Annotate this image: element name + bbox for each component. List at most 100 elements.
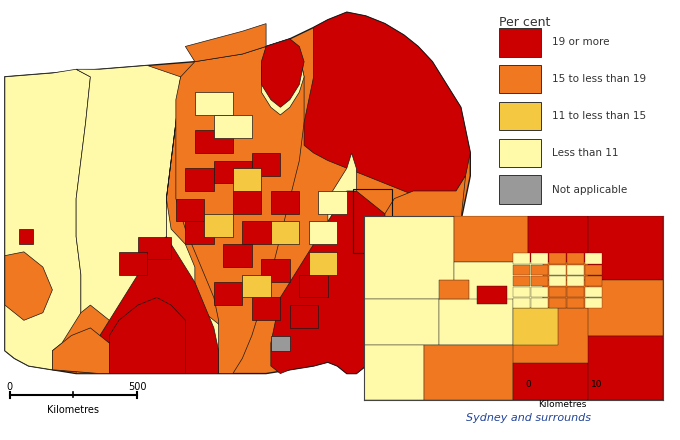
Polygon shape (214, 161, 252, 183)
Polygon shape (309, 252, 337, 275)
Polygon shape (205, 214, 233, 237)
Polygon shape (549, 287, 566, 297)
Bar (499, 102, 541, 130)
Polygon shape (52, 328, 109, 374)
Polygon shape (585, 264, 602, 275)
Polygon shape (454, 262, 543, 308)
Text: Kilometres: Kilometres (48, 405, 99, 415)
Polygon shape (585, 275, 602, 286)
Polygon shape (157, 77, 223, 374)
Polygon shape (364, 216, 663, 400)
Text: 10: 10 (592, 381, 603, 389)
Bar (499, 176, 541, 204)
Polygon shape (531, 298, 548, 308)
Polygon shape (109, 297, 186, 374)
Polygon shape (549, 298, 566, 308)
Polygon shape (585, 287, 602, 297)
Polygon shape (271, 191, 299, 214)
Polygon shape (233, 191, 261, 214)
Polygon shape (364, 345, 424, 400)
Polygon shape (588, 336, 663, 400)
Bar (499, 139, 541, 167)
Polygon shape (567, 264, 583, 275)
Polygon shape (567, 287, 583, 297)
Bar (499, 28, 541, 57)
Polygon shape (271, 336, 290, 351)
Polygon shape (567, 298, 583, 308)
Polygon shape (528, 216, 588, 262)
Polygon shape (588, 216, 663, 280)
Polygon shape (309, 221, 337, 244)
Polygon shape (531, 275, 548, 286)
Text: 0: 0 (7, 382, 13, 392)
Polygon shape (549, 253, 566, 264)
Text: Not applicable: Not applicable (552, 185, 628, 195)
Polygon shape (328, 153, 356, 221)
Polygon shape (364, 216, 454, 299)
Polygon shape (176, 198, 205, 221)
Polygon shape (186, 24, 266, 62)
Polygon shape (176, 39, 304, 374)
Polygon shape (513, 298, 530, 308)
Polygon shape (304, 12, 471, 198)
Polygon shape (513, 287, 530, 297)
Text: Per cent: Per cent (499, 16, 551, 29)
Polygon shape (299, 275, 328, 297)
Polygon shape (52, 305, 109, 374)
Polygon shape (567, 253, 583, 264)
Polygon shape (439, 280, 469, 299)
Polygon shape (290, 305, 318, 328)
Polygon shape (19, 229, 33, 244)
Polygon shape (549, 275, 566, 286)
Polygon shape (242, 221, 271, 244)
Polygon shape (223, 244, 252, 267)
Polygon shape (138, 237, 171, 260)
Polygon shape (252, 153, 280, 176)
Polygon shape (531, 287, 548, 297)
Text: 15 to less than 19: 15 to less than 19 (552, 74, 647, 84)
Polygon shape (364, 299, 439, 345)
Polygon shape (549, 264, 566, 275)
Polygon shape (261, 39, 304, 115)
Polygon shape (242, 275, 271, 297)
Polygon shape (439, 299, 513, 345)
Polygon shape (424, 345, 513, 400)
Polygon shape (261, 260, 290, 282)
Text: Less than 11: Less than 11 (552, 148, 619, 158)
Polygon shape (513, 253, 530, 264)
Polygon shape (531, 264, 548, 275)
Polygon shape (385, 176, 466, 267)
Polygon shape (5, 69, 90, 370)
Polygon shape (261, 39, 304, 107)
Polygon shape (195, 92, 233, 115)
Polygon shape (585, 298, 602, 308)
Polygon shape (214, 282, 242, 305)
Polygon shape (119, 252, 148, 275)
Polygon shape (214, 115, 252, 138)
Polygon shape (5, 252, 52, 320)
Polygon shape (513, 275, 530, 286)
Bar (499, 65, 541, 93)
Text: 0: 0 (526, 381, 531, 389)
Bar (352, 189, 392, 253)
Polygon shape (186, 221, 214, 244)
Polygon shape (252, 297, 280, 320)
Polygon shape (271, 191, 452, 374)
Polygon shape (513, 363, 588, 400)
Polygon shape (477, 286, 507, 304)
Polygon shape (90, 237, 218, 374)
Polygon shape (195, 130, 233, 153)
Polygon shape (318, 191, 347, 214)
Polygon shape (567, 275, 583, 286)
Polygon shape (5, 12, 471, 374)
Text: Kilometres: Kilometres (539, 400, 587, 409)
Polygon shape (513, 308, 558, 345)
Text: 11 to less than 15: 11 to less than 15 (552, 111, 647, 121)
Text: 500: 500 (128, 382, 146, 392)
Polygon shape (271, 221, 299, 244)
Text: Sydney and surrounds: Sydney and surrounds (466, 413, 591, 423)
Polygon shape (454, 216, 528, 262)
Text: 19 or more: 19 or more (552, 37, 610, 48)
Polygon shape (531, 253, 548, 264)
Polygon shape (513, 264, 530, 275)
